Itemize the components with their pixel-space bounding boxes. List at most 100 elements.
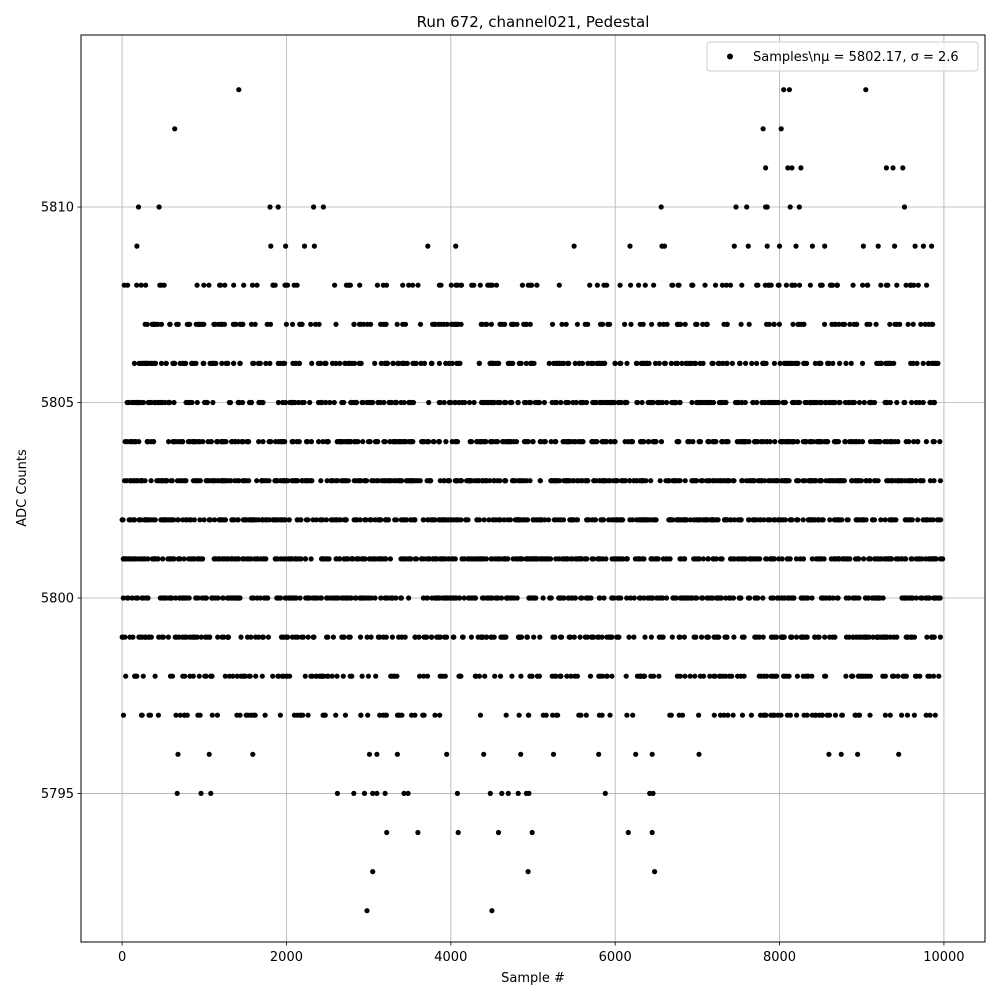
data-point bbox=[937, 556, 944, 562]
data-point bbox=[564, 673, 570, 679]
data-point bbox=[696, 712, 702, 718]
y-axis-label: ADC Counts bbox=[15, 449, 30, 527]
data-point bbox=[344, 595, 350, 601]
data-point bbox=[540, 712, 546, 718]
data-point bbox=[305, 634, 311, 640]
data-point bbox=[402, 321, 409, 327]
data-point bbox=[625, 829, 631, 836]
data-point bbox=[323, 517, 329, 523]
data-point bbox=[378, 360, 384, 366]
data-point bbox=[720, 360, 726, 366]
data-point bbox=[546, 360, 552, 366]
data-point bbox=[750, 399, 756, 406]
data-point bbox=[446, 360, 452, 366]
data-point bbox=[466, 556, 473, 562]
data-point bbox=[120, 595, 126, 601]
data-point bbox=[893, 517, 899, 523]
data-point bbox=[634, 673, 641, 679]
data-point bbox=[252, 556, 258, 562]
data-point bbox=[291, 478, 297, 484]
data-point bbox=[689, 399, 695, 406]
data-point bbox=[725, 712, 731, 718]
data-point bbox=[446, 556, 452, 562]
data-point bbox=[206, 282, 212, 288]
data-point bbox=[513, 556, 520, 562]
data-point bbox=[515, 790, 521, 797]
data-point bbox=[458, 282, 464, 288]
data-point bbox=[870, 634, 876, 640]
data-point bbox=[604, 399, 610, 406]
data-point bbox=[452, 399, 458, 406]
data-point bbox=[429, 360, 435, 366]
data-point bbox=[461, 595, 467, 601]
data-point bbox=[912, 243, 918, 249]
data-point bbox=[203, 673, 209, 679]
data-point bbox=[284, 282, 291, 288]
data-point bbox=[562, 478, 569, 484]
data-point bbox=[671, 478, 677, 484]
data-point bbox=[214, 712, 220, 718]
data-point bbox=[194, 399, 200, 406]
data-point bbox=[333, 712, 339, 718]
data-point bbox=[295, 517, 301, 523]
data-point bbox=[863, 673, 869, 679]
data-point bbox=[603, 439, 610, 445]
data-point bbox=[882, 556, 888, 562]
data-point bbox=[410, 282, 416, 288]
data-point bbox=[756, 673, 762, 679]
data-point bbox=[156, 478, 162, 484]
data-point bbox=[537, 517, 543, 523]
data-point bbox=[557, 360, 563, 366]
data-point bbox=[556, 282, 562, 288]
data-point bbox=[613, 556, 619, 562]
data-point bbox=[351, 790, 357, 797]
data-point bbox=[937, 478, 944, 484]
data-point bbox=[197, 478, 203, 484]
data-point bbox=[417, 321, 424, 327]
data-point bbox=[903, 673, 910, 679]
data-point bbox=[131, 360, 137, 366]
data-point bbox=[248, 517, 254, 523]
data-point bbox=[240, 439, 246, 445]
data-point bbox=[472, 478, 478, 484]
data-point bbox=[866, 634, 872, 640]
data-point bbox=[132, 673, 138, 679]
data-point bbox=[558, 399, 564, 406]
data-point bbox=[420, 712, 426, 718]
data-point bbox=[328, 595, 334, 601]
data-point bbox=[152, 321, 158, 327]
data-point bbox=[832, 321, 838, 327]
data-point bbox=[280, 673, 287, 679]
data-point bbox=[415, 829, 421, 836]
data-point bbox=[495, 360, 501, 366]
data-point bbox=[911, 712, 918, 718]
data-point bbox=[823, 399, 829, 406]
data-point bbox=[521, 439, 528, 445]
data-point bbox=[429, 517, 436, 523]
data-point bbox=[406, 556, 413, 562]
data-point bbox=[487, 595, 493, 601]
data-point bbox=[244, 634, 251, 640]
data-point bbox=[191, 517, 197, 523]
data-point bbox=[518, 751, 524, 757]
data-point bbox=[894, 282, 900, 288]
data-point bbox=[372, 360, 378, 366]
data-point bbox=[743, 360, 749, 366]
data-point bbox=[822, 321, 828, 327]
data-point bbox=[822, 634, 828, 640]
data-point bbox=[648, 478, 654, 484]
data-point bbox=[561, 360, 567, 366]
data-point bbox=[349, 556, 355, 562]
data-point bbox=[595, 634, 601, 640]
data-point bbox=[134, 282, 140, 288]
data-point bbox=[367, 517, 373, 523]
data-point bbox=[436, 360, 442, 366]
data-point bbox=[221, 517, 227, 523]
data-point bbox=[891, 673, 897, 679]
data-point bbox=[173, 712, 179, 718]
data-point bbox=[339, 595, 345, 601]
data-point bbox=[136, 517, 142, 523]
data-point bbox=[169, 595, 175, 601]
data-point bbox=[362, 517, 368, 523]
data-point bbox=[694, 321, 700, 327]
